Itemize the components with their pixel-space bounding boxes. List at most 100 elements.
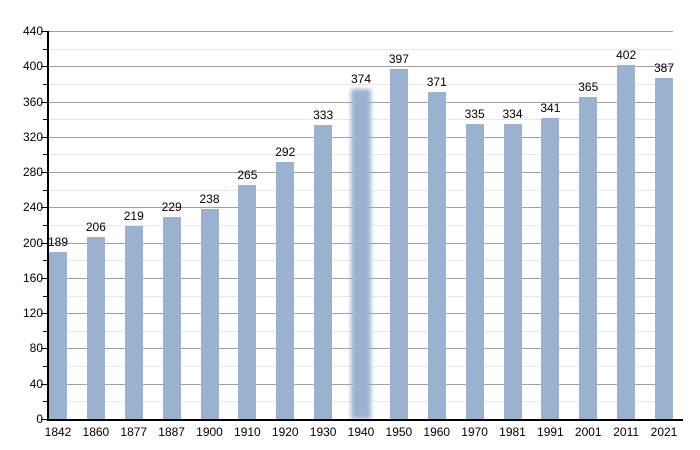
y-tick-major-0 [41, 419, 47, 420]
x-axis-label-1900: 1900 [196, 425, 223, 439]
bar-value-label-1970: 335 [464, 106, 485, 121]
bar-1877 [124, 225, 143, 419]
x-axis-label-2001: 2001 [574, 425, 602, 439]
bar-column-1900: 238 1900 [196, 31, 223, 439]
bar-1970 [465, 123, 484, 419]
y-tick-minor-300 [43, 154, 47, 156]
x-axis-label-1887: 1887 [158, 425, 185, 439]
bar-value-label-1981: 334 [502, 107, 523, 122]
y-tick-major-40 [41, 383, 47, 385]
x-axis-label-2011: 2011 [613, 425, 640, 439]
bar-value-label-1860: 206 [85, 220, 106, 235]
y-axis-label-160: 160 [22, 270, 43, 285]
y-axis-label-240: 240 [22, 200, 43, 215]
bar-column-1887: 229 1887 [158, 31, 185, 439]
bars-container: 189 1842 206 1860 219 1877 229 1887 238 1900 265 19… [45, 31, 678, 439]
y-tick-minor-380 [43, 83, 47, 85]
y-tick-minor-420 [43, 48, 47, 50]
bar-value-label-2011: 402 [616, 47, 637, 62]
bar-value-label-1930: 333 [313, 108, 334, 123]
x-axis-label-1970: 1970 [461, 425, 488, 439]
y-axis-label-320: 320 [22, 129, 43, 144]
y-axis-label-200: 200 [22, 235, 43, 250]
bar-2021 [655, 77, 673, 419]
bar-value-label-1991: 341 [540, 101, 561, 116]
y-tick-minor-220 [43, 225, 47, 226]
bar-column-2011: 402 2011 [613, 31, 639, 439]
y-tick-minor-60 [43, 366, 47, 368]
y-tick-major-120 [41, 313, 47, 315]
x-axis-line [47, 419, 683, 421]
gridline-major-400 [49, 66, 673, 68]
bar-value-label-1940: 374 [350, 72, 372, 87]
plot-area: 189 1842 206 1860 219 1877 229 1887 238 1900 265 19… [41, 31, 683, 439]
bar-value-label-1910: 265 [237, 168, 258, 183]
bar-value-label-1842: 189 [47, 235, 69, 250]
gridline-minor-380 [49, 83, 673, 85]
x-axis-label-1940: 1940 [347, 425, 375, 439]
y-tick-major-400 [41, 66, 47, 68]
y-tick-major-280 [41, 172, 47, 174]
x-axis-label-1950: 1950 [385, 425, 413, 439]
bar-column-1981: 334 1981 [499, 31, 526, 439]
y-axis-label-400: 400 [22, 59, 43, 74]
bar-value-label-2001: 365 [578, 80, 599, 95]
bar-value-label-1900: 238 [199, 192, 220, 207]
bar-column-1970: 335 1970 [461, 31, 488, 439]
bar-column-2021: 387 2021 [651, 31, 678, 439]
bar-1950 [389, 68, 408, 419]
y-tick-major-80 [41, 348, 47, 350]
bar-column-1860: 206 1860 [83, 31, 110, 439]
x-axis-label-1981: 1981 [499, 425, 526, 439]
x-axis-label-1910: 1910 [234, 425, 261, 439]
y-axis-label-0: 0 [36, 412, 43, 426]
y-axis-label-440: 440 [22, 24, 43, 38]
bar-2001 [579, 97, 598, 419]
bar-value-label-2021: 387 [653, 60, 675, 75]
x-axis-label-1920: 1920 [271, 425, 299, 439]
bar-1842 [49, 252, 67, 419]
y-tick-major-200 [41, 242, 47, 244]
x-axis-label-1842: 1842 [44, 425, 72, 439]
x-axis-label-1877: 1877 [120, 425, 148, 439]
bar-column-1910: 265 1910 [234, 31, 261, 439]
bar-column-1991: 341 1991 [537, 31, 564, 439]
bar-1981 [503, 124, 522, 419]
y-axis-label-120: 120 [22, 306, 43, 321]
y-tick-minor-340 [43, 119, 47, 121]
gridline-minor-420 [49, 48, 673, 50]
bar-column-2001: 365 2001 [575, 31, 602, 439]
bar-1930 [314, 125, 333, 419]
bar-value-label-1887: 229 [161, 200, 182, 215]
y-axis-line [47, 31, 49, 421]
bar-1991 [541, 118, 560, 419]
bar-value-label-1920: 292 [275, 144, 296, 159]
bar-1940 [351, 89, 371, 419]
bar-value-label-1950: 397 [388, 51, 409, 66]
bar-column-1940: 374 1940 [348, 31, 375, 439]
bar-value-label-1960: 371 [426, 74, 447, 89]
y-tick-minor-260 [43, 189, 47, 191]
y-tick-minor-100 [43, 330, 47, 332]
bar-column-1877: 219 1877 [120, 31, 147, 439]
y-tick-major-240 [41, 207, 47, 209]
bar-column-1842: 189 1842 [45, 31, 72, 439]
x-axis-label-1991: 1991 [537, 425, 564, 439]
bar-column-1930: 333 1930 [310, 31, 337, 439]
bar-1960 [427, 91, 446, 419]
y-tick-minor-180 [43, 260, 47, 262]
bar-1887 [162, 217, 181, 419]
bar-value-label-1877: 219 [123, 208, 144, 223]
bar-1920 [276, 161, 295, 419]
bar-1860 [86, 237, 105, 419]
y-tick-minor-140 [43, 295, 47, 297]
bar-column-1920: 292 1920 [272, 31, 299, 439]
bar-1910 [238, 185, 257, 419]
bar-1900 [200, 209, 219, 419]
y-tick-minor-20 [43, 401, 47, 403]
bar-column-1950: 397 1950 [386, 31, 413, 439]
y-axis-label-360: 360 [22, 94, 43, 109]
gridline-major-440 [49, 31, 673, 32]
x-axis-label-2021: 2021 [650, 425, 678, 439]
y-axis-label-280: 280 [22, 165, 43, 180]
